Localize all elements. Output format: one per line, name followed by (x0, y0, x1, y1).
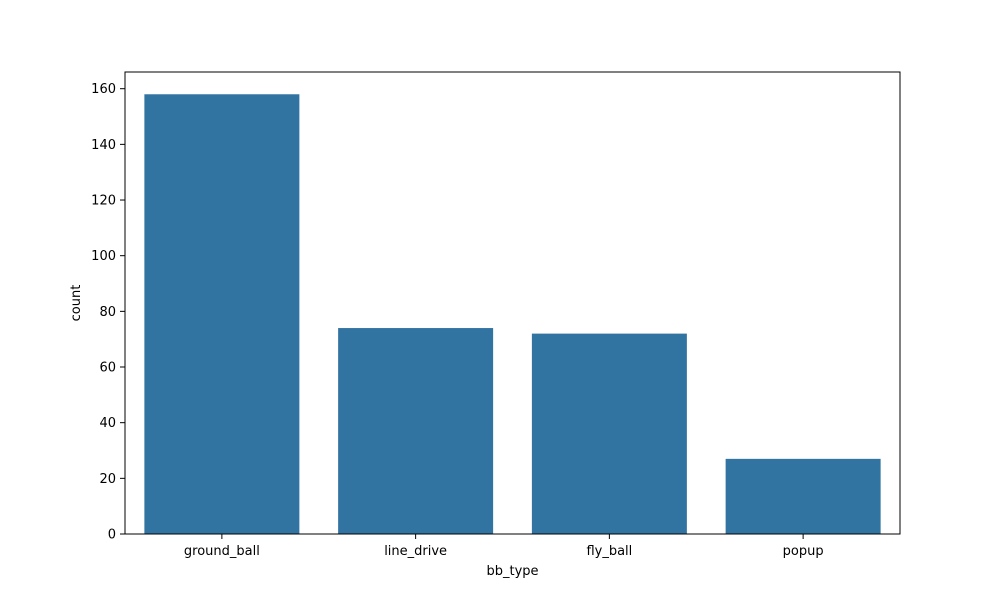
x-tick-label: ground_ball (184, 544, 260, 559)
x-tick-label: fly_ball (586, 544, 632, 559)
bar-ground-ball (144, 94, 300, 534)
y-axis-ticks: 0 20 40 60 80 100 120 140 160 (91, 82, 125, 543)
x-tick-label: line_drive (384, 544, 447, 559)
bar-popup (725, 458, 881, 534)
y-tick-label: 160 (91, 82, 116, 97)
y-tick-label: 100 (91, 249, 116, 264)
x-tick-label: popup (783, 544, 824, 559)
bar-fly-ball (531, 333, 687, 534)
y-axis-label: count (69, 285, 84, 322)
bars-layer (144, 94, 881, 534)
y-tick-label: 120 (91, 194, 116, 209)
y-tick-label: 0 (108, 528, 116, 543)
x-axis-ticks: ground_ball line_drive fly_ball popup (184, 534, 824, 559)
y-tick-label: 140 (91, 138, 116, 153)
y-tick-label: 60 (99, 361, 116, 376)
x-axis-label: bb_type (486, 564, 538, 579)
y-tick-label: 80 (99, 305, 116, 320)
plot-frame (124, 71, 901, 535)
y-tick-label: 20 (99, 472, 116, 487)
y-tick-label: 40 (99, 416, 116, 431)
bar-line-drive (338, 328, 494, 534)
